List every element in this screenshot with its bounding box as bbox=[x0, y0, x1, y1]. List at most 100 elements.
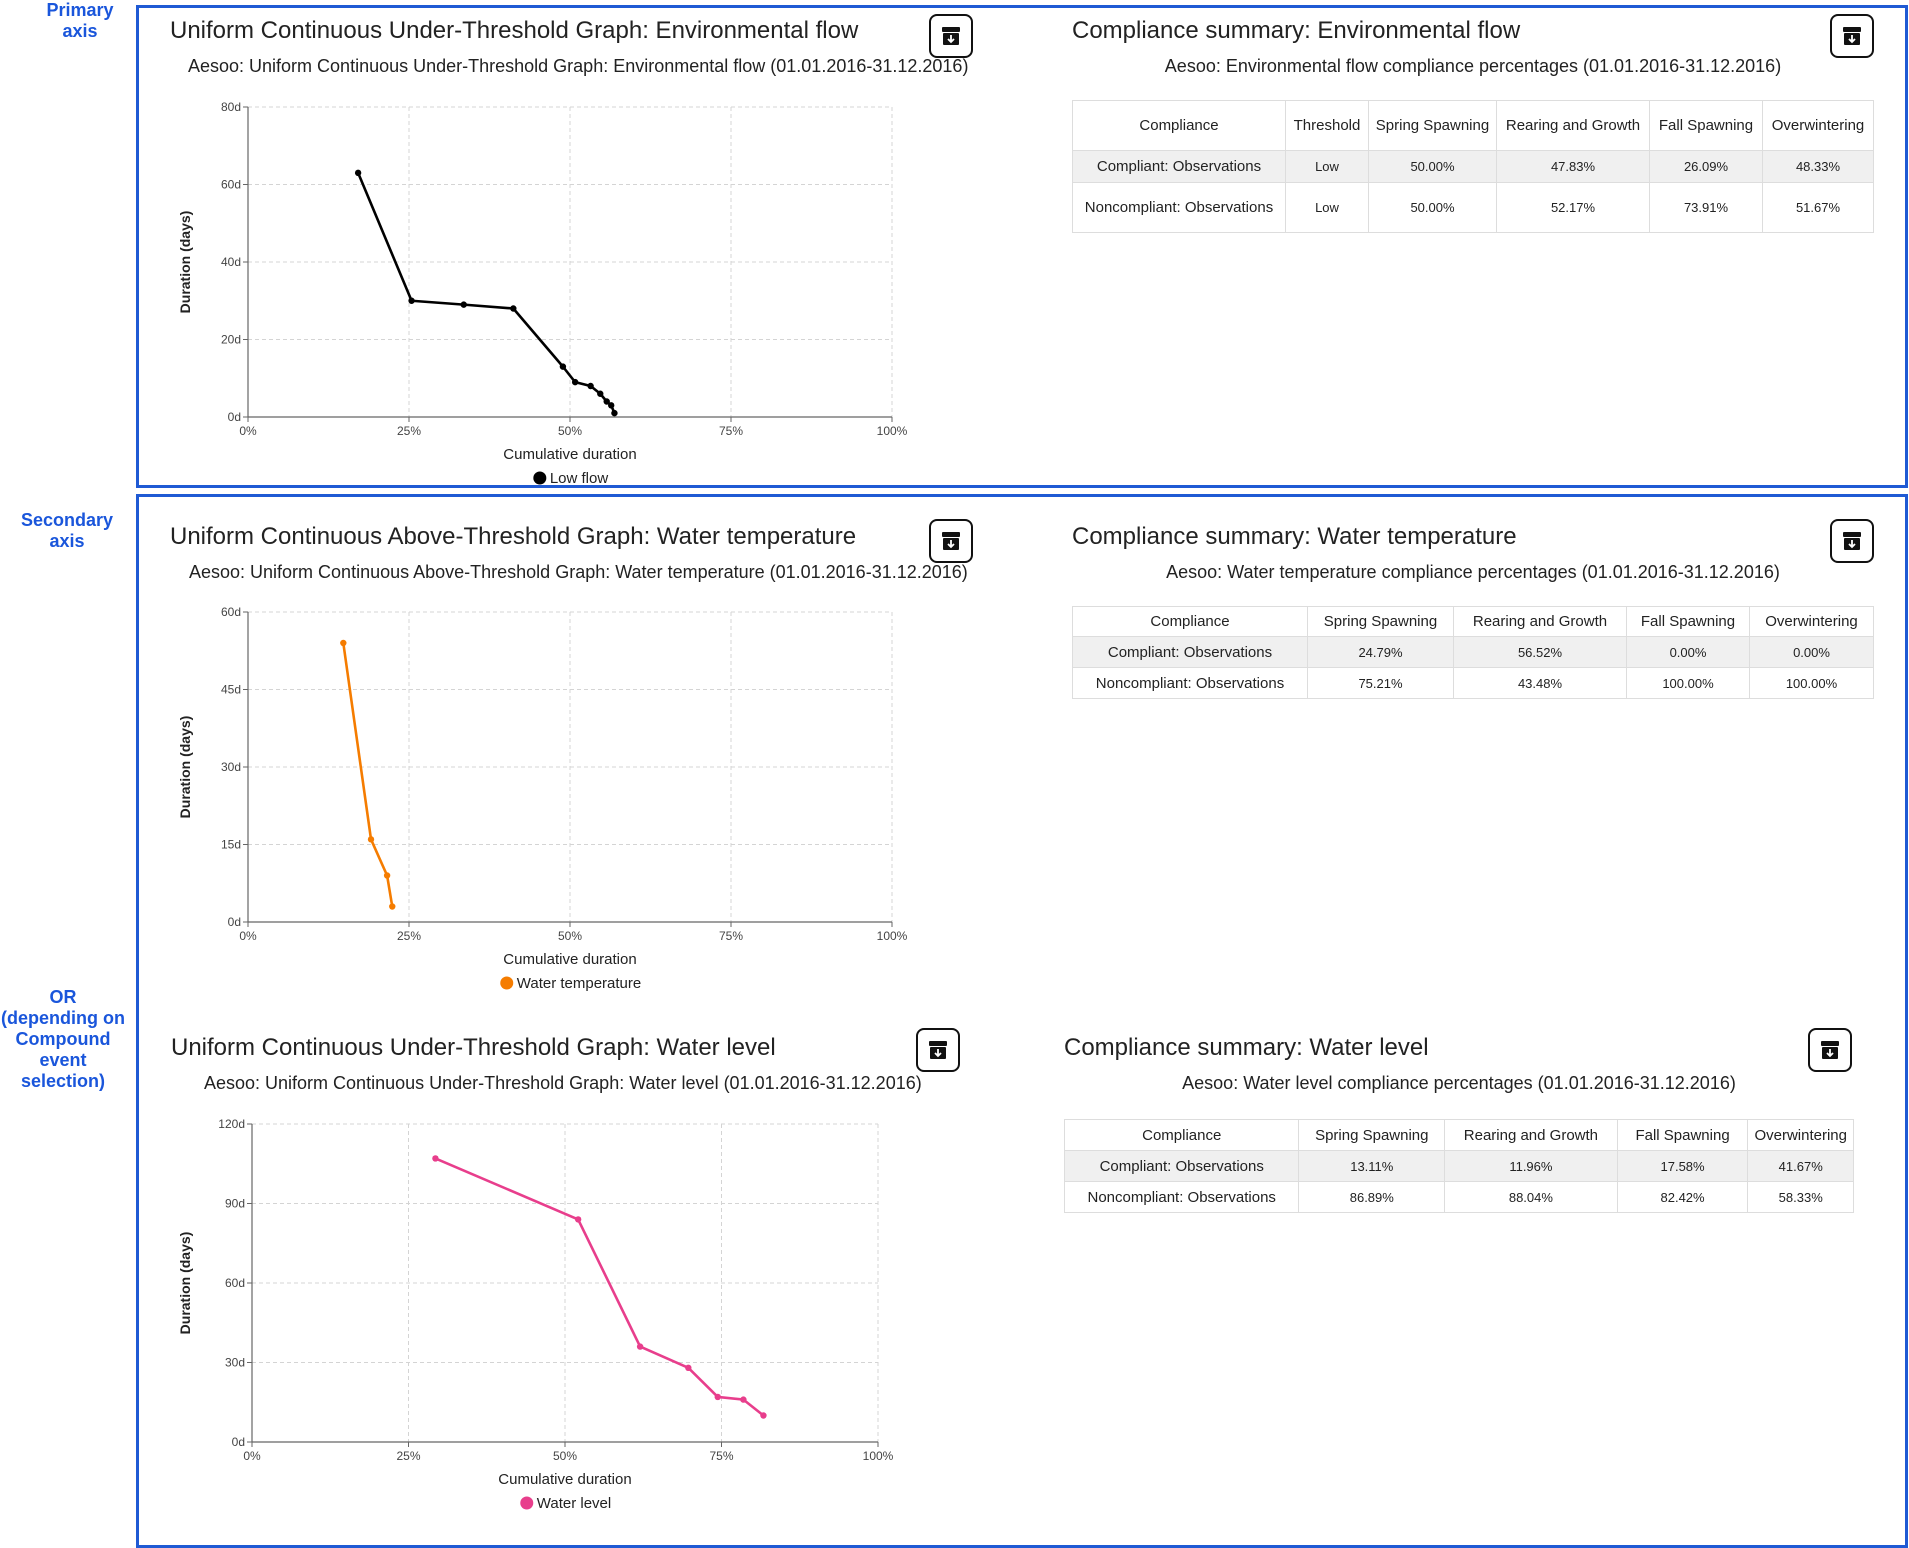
table-cell: 47.83% bbox=[1496, 150, 1650, 183]
y-tick-label: 0d bbox=[228, 915, 241, 929]
y-tick-label: 20d bbox=[221, 333, 241, 347]
x-tick-label: 25% bbox=[396, 1449, 420, 1463]
flow-chart-download-button[interactable] bbox=[929, 14, 973, 58]
data-point bbox=[510, 305, 517, 312]
data-point bbox=[597, 390, 604, 397]
data-point bbox=[574, 1216, 582, 1223]
data-point bbox=[608, 402, 615, 409]
table-header: Fall Spawning bbox=[1649, 100, 1763, 151]
table-header: Overwintering bbox=[1749, 606, 1874, 637]
y-tick-label: 30d bbox=[225, 1356, 245, 1370]
y-tick-label: 60d bbox=[221, 605, 241, 619]
x-tick-label: 75% bbox=[719, 424, 743, 438]
table-row: Compliant: Observations Low 50.00% 47.83… bbox=[1072, 150, 1874, 183]
y-tick-label: 0d bbox=[228, 410, 241, 424]
flow-summary-title: Compliance summary: Environmental flow bbox=[1072, 17, 1521, 44]
table-header: Compliance bbox=[1072, 100, 1286, 151]
temp-summary-download-button[interactable] bbox=[1830, 519, 1874, 563]
table-cell: 43.48% bbox=[1453, 667, 1627, 699]
data-point bbox=[354, 169, 362, 177]
table-cell: Noncompliant: Observations bbox=[1072, 182, 1286, 233]
level-compliance-table: Compliance Spring Spawning Rearing and G… bbox=[1063, 1119, 1854, 1213]
table-cell: 82.42% bbox=[1616, 1181, 1749, 1213]
table-row: Compliant: Observations 24.79% 56.52% 0.… bbox=[1072, 636, 1874, 668]
table-cell: Compliant: Observations bbox=[1072, 150, 1286, 183]
table-cell: 75.21% bbox=[1307, 667, 1454, 699]
archive-download-icon bbox=[1821, 1041, 1839, 1059]
table-header: Compliance bbox=[1072, 606, 1308, 637]
legend-label: Low flow bbox=[550, 470, 609, 487]
y-tick-label: 90d bbox=[225, 1197, 245, 1211]
table-header: Overwintering bbox=[1747, 1119, 1854, 1151]
y-axis-title: Duration (days) bbox=[177, 211, 193, 314]
series-line bbox=[434, 1157, 765, 1417]
table-cell: 24.79% bbox=[1307, 636, 1454, 668]
y-tick-label: 120d bbox=[218, 1117, 245, 1131]
table-cell: 11.96% bbox=[1444, 1150, 1618, 1182]
x-tick-label: 0% bbox=[239, 424, 257, 438]
y-tick-label: 45d bbox=[221, 683, 241, 697]
flow-summary-download-button[interactable] bbox=[1830, 14, 1874, 58]
table-header: Fall Spawning bbox=[1626, 606, 1750, 637]
data-point bbox=[432, 1155, 439, 1162]
flow-chart-title: Uniform Continuous Under-Threshold Graph… bbox=[170, 17, 859, 44]
temp-compliance-table: Compliance Spring Spawning Rearing and G… bbox=[1072, 606, 1874, 699]
table-row: Noncompliant: Observations 75.21% 43.48%… bbox=[1072, 667, 1874, 699]
table-cell: 58.33% bbox=[1747, 1181, 1854, 1213]
x-tick-label: 0% bbox=[243, 1449, 261, 1463]
data-point bbox=[408, 297, 415, 304]
data-point bbox=[460, 301, 467, 308]
table-header: Compliance bbox=[1063, 1119, 1300, 1151]
x-tick-label: 50% bbox=[558, 424, 582, 438]
table-cell: 50.00% bbox=[1368, 182, 1497, 233]
y-tick-label: 40d bbox=[221, 255, 241, 269]
table-header: Rearing and Growth bbox=[1496, 100, 1650, 151]
table-cell: 26.09% bbox=[1649, 150, 1763, 183]
data-point bbox=[714, 1393, 721, 1401]
data-point bbox=[685, 1364, 692, 1371]
level-chart: 0% 25% 50% 75% 100% 0d 30d 60d 90d 120d Cumulative… bbox=[177, 1117, 894, 1512]
x-tick-label: 75% bbox=[719, 929, 743, 943]
table-cell: 100.00% bbox=[1749, 667, 1874, 699]
table-cell: 51.67% bbox=[1762, 182, 1874, 233]
table-header: Spring Spawning bbox=[1298, 1119, 1446, 1151]
table-header: Rearing and Growth bbox=[1444, 1119, 1618, 1151]
table-row: Compliant: Observations 13.11% 11.96% 17… bbox=[1063, 1150, 1854, 1182]
table-cell: 56.52% bbox=[1453, 636, 1627, 668]
table-cell: Low bbox=[1285, 182, 1369, 233]
table-cell: 17.58% bbox=[1616, 1150, 1749, 1182]
level-chart-title: Uniform Continuous Under-Threshold Graph… bbox=[171, 1034, 776, 1061]
primary-axis-frame bbox=[136, 5, 1908, 488]
x-tick-label: 25% bbox=[397, 929, 421, 943]
archive-download-icon bbox=[1843, 27, 1861, 45]
primary-axis-label: Primary axis bbox=[46, 0, 114, 41]
table-row: Noncompliant: Observations 86.89% 88.04%… bbox=[1063, 1181, 1854, 1213]
archive-download-icon bbox=[1843, 532, 1861, 550]
level-summary-download-button[interactable] bbox=[1808, 1028, 1852, 1072]
data-point bbox=[611, 409, 618, 417]
y-tick-label: 0d bbox=[232, 1435, 245, 1449]
table-cell: 50.00% bbox=[1368, 150, 1497, 183]
flow-compliance-table: Compliance Threshold Spring Spawning Rea… bbox=[1072, 100, 1874, 233]
y-tick-label: 80d bbox=[221, 100, 241, 114]
table-cell: Compliant: Observations bbox=[1063, 1150, 1300, 1182]
table-cell: 88.04% bbox=[1444, 1181, 1618, 1213]
x-axis-title: Cumulative duration bbox=[498, 1471, 631, 1488]
temp-chart-download-button[interactable] bbox=[929, 519, 973, 563]
table-cell: 100.00% bbox=[1626, 667, 1750, 699]
data-point bbox=[340, 639, 347, 647]
table-cell: Noncompliant: Observations bbox=[1072, 667, 1308, 699]
x-axis-title: Cumulative duration bbox=[503, 951, 636, 968]
table-cell: Noncompliant: Observations bbox=[1063, 1181, 1300, 1213]
y-tick-label: 60d bbox=[221, 178, 241, 192]
y-axis-title: Duration (days) bbox=[177, 716, 193, 819]
table-cell: 73.91% bbox=[1649, 182, 1763, 233]
table-cell: 13.11% bbox=[1298, 1150, 1446, 1182]
table-header: Rearing and Growth bbox=[1453, 606, 1627, 637]
x-tick-label: 100% bbox=[877, 929, 908, 943]
secondary-axis-label: Secondary axis bbox=[20, 510, 114, 551]
table-row: Noncompliant: Observations Low 50.00% 52… bbox=[1072, 182, 1874, 233]
x-tick-label: 25% bbox=[397, 424, 421, 438]
level-chart-download-button[interactable] bbox=[916, 1028, 960, 1072]
temp-chart-subtitle: Aesoo: Uniform Continuous Above-Threshol… bbox=[189, 562, 968, 582]
